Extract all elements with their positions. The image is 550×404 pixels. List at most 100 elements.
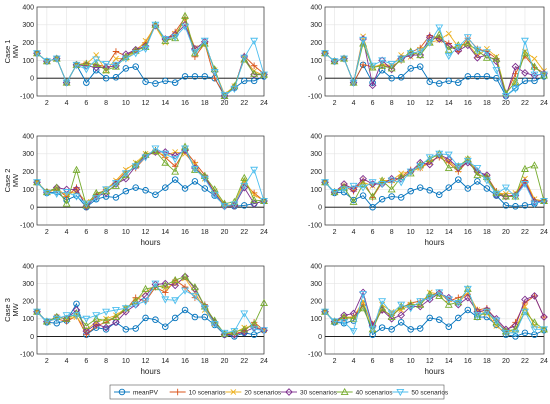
data-point (483, 51, 491, 59)
data-point (250, 166, 259, 174)
data-point (102, 326, 110, 333)
data-point (260, 197, 268, 206)
data-point (181, 272, 189, 281)
panel-6: 2 4 6 8 10 12 14 16 18 20 22 24-1000100200300400hou… (308, 263, 548, 376)
data-point (152, 191, 159, 198)
data-point (521, 329, 529, 337)
data-point (473, 165, 482, 173)
data-point (62, 189, 71, 197)
x-tick-label: 22 (521, 229, 529, 236)
data-point (349, 328, 358, 336)
y-tick-label: 200 (310, 40, 322, 47)
data-point (407, 326, 414, 333)
legend-label: 20 scenarios (244, 389, 282, 396)
series-50-scenarios (321, 150, 548, 208)
legend-item: 50 scenarios (392, 388, 449, 396)
data-point (131, 297, 140, 305)
data-point (161, 279, 170, 288)
x-tick-label: 24 (540, 229, 548, 236)
data-point (210, 316, 219, 324)
legend-item: 10 scenarios (169, 388, 226, 396)
data-point (142, 187, 149, 194)
series-50-scenarios (321, 24, 548, 101)
data-point (464, 306, 472, 314)
y-tick-label: 400 (22, 4, 34, 11)
data-point (482, 49, 491, 57)
data-point (387, 60, 396, 69)
data-point (171, 176, 179, 183)
x-tick-label: 18 (201, 229, 209, 236)
data-point (520, 49, 529, 57)
data-point (92, 195, 101, 203)
y-tick-label: 0 (30, 205, 34, 212)
data-point (492, 54, 501, 62)
data-point (436, 191, 443, 198)
data-point (483, 45, 490, 52)
data-point (425, 39, 434, 47)
data-point (42, 189, 51, 198)
data-point (483, 185, 491, 192)
data-point (181, 11, 190, 19)
data-point (435, 291, 444, 299)
data-point (359, 36, 368, 45)
x-tick-label: 16 (464, 229, 472, 236)
data-point (482, 53, 491, 61)
data-point (260, 71, 268, 79)
data-point (492, 317, 501, 325)
x-tick-label: 14 (161, 100, 169, 107)
data-point (455, 79, 462, 86)
data-point (33, 179, 41, 187)
data-point (330, 189, 339, 197)
data-point (473, 171, 482, 179)
plot-area (37, 7, 264, 96)
data-point (521, 69, 529, 77)
data-point (230, 330, 239, 339)
data-point (416, 163, 425, 171)
data-point (397, 74, 405, 81)
x-tick-label: 24 (260, 229, 268, 236)
x-tick-label: 24 (540, 100, 548, 107)
x-axis-label: hours (140, 238, 160, 247)
data-point (512, 203, 519, 210)
data-point (445, 77, 453, 85)
data-point (181, 23, 190, 31)
data-point (151, 147, 160, 155)
data-point (240, 173, 249, 181)
data-point (397, 311, 406, 320)
data-point (388, 326, 395, 333)
series-50-scenarios (321, 285, 548, 338)
data-point (454, 300, 463, 309)
data-point (483, 73, 491, 80)
data-point (161, 150, 170, 158)
x-tick-label: 20 (502, 229, 510, 236)
data-point (359, 192, 367, 199)
legend-label: 50 scenarios (411, 389, 449, 396)
data-point (113, 55, 119, 62)
data-point (181, 306, 189, 314)
data-point (359, 184, 368, 192)
data-point (92, 320, 101, 328)
data-point (201, 185, 209, 192)
series-40-scenarios (33, 272, 268, 337)
data-point (445, 184, 453, 191)
data-point (102, 66, 111, 74)
data-point (435, 289, 444, 297)
data-point (511, 62, 520, 71)
x-tick-label: 20 (502, 100, 510, 107)
data-point (463, 285, 472, 294)
series-line (324, 179, 545, 208)
x-tick-label: 20 (502, 358, 510, 365)
data-point (368, 81, 377, 90)
data-point (250, 37, 259, 45)
x-tick-label: 8 (390, 229, 394, 236)
y-tick-label: 400 (22, 263, 34, 270)
x-tick-label: 22 (521, 100, 529, 107)
data-point (407, 187, 414, 195)
data-point (340, 319, 349, 327)
data-point (492, 190, 501, 198)
data-point (511, 329, 520, 338)
data-point (435, 30, 444, 38)
data-point (407, 65, 414, 72)
data-point (349, 182, 358, 190)
data-point (359, 304, 368, 312)
